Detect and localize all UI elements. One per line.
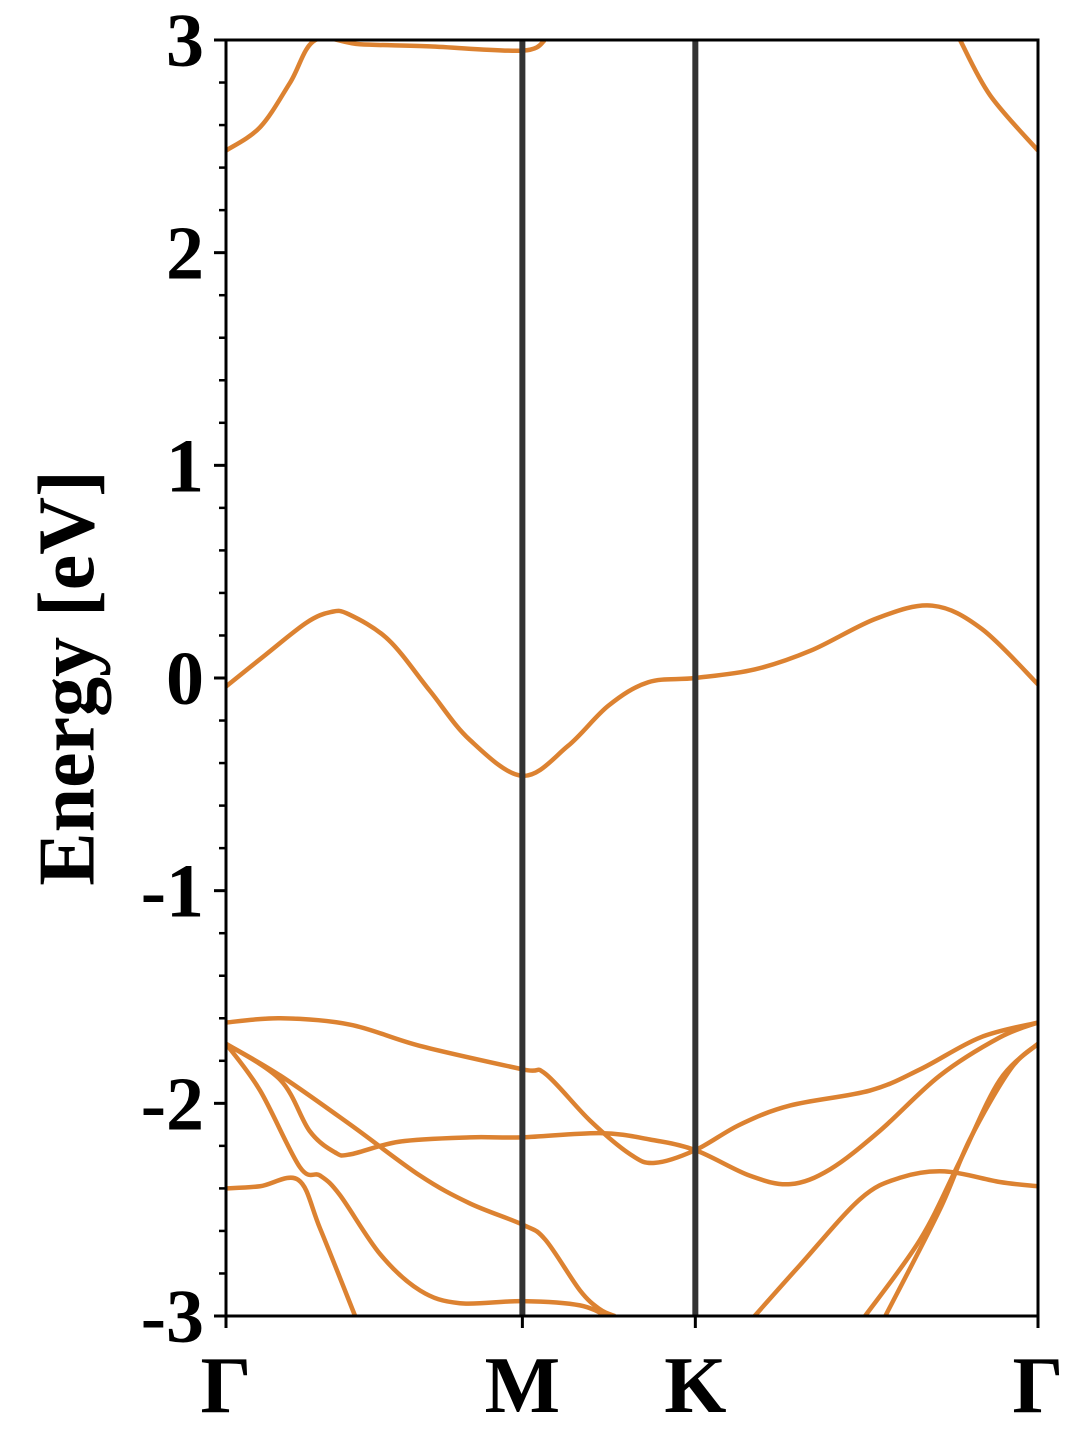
y-axis-label: Energy [eV] xyxy=(23,470,111,885)
x-tick-label: Γ xyxy=(1013,1342,1064,1430)
x-tick-label: K xyxy=(664,1342,726,1430)
band-line xyxy=(226,40,547,153)
y-tick-label: -1 xyxy=(141,850,204,934)
y-tick-label: -2 xyxy=(141,1062,204,1146)
band-line xyxy=(958,40,1038,153)
plot-area xyxy=(226,40,1038,1316)
plot-frame xyxy=(224,38,1040,1318)
y-tick-label: 3 xyxy=(166,0,204,83)
band-line xyxy=(883,1042,1038,1316)
x-tick-label: Γ xyxy=(201,1342,252,1430)
y-tick-label: 2 xyxy=(166,212,204,296)
y-tick-label: -3 xyxy=(141,1275,204,1359)
band-line xyxy=(226,1041,616,1316)
band-line xyxy=(226,1020,1038,1187)
y-tick-label: 1 xyxy=(166,424,204,508)
y-tick-label: 0 xyxy=(166,637,204,721)
x-tick-label: M xyxy=(485,1342,561,1430)
band-line xyxy=(226,603,1038,779)
band-line xyxy=(226,1016,1038,1166)
band-line xyxy=(226,1042,611,1316)
band-line xyxy=(226,1175,358,1316)
band-line xyxy=(752,1169,1038,1316)
